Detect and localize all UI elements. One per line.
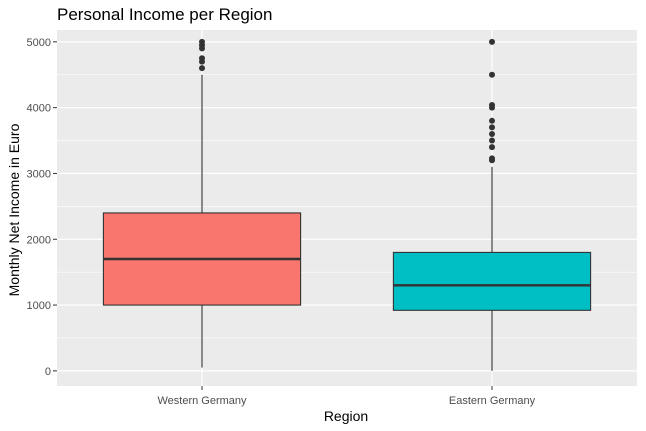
outlier-point	[489, 137, 495, 144]
outlier-point	[489, 117, 495, 124]
x-axis: Western Germany Eastern Germany	[157, 386, 536, 407]
y-tick-label: 2000	[27, 234, 51, 246]
box-western-germany	[102, 38, 302, 368]
y-axis: 0 1000 2000 3000 4000 5000	[27, 37, 57, 378]
outlier-point	[489, 130, 495, 137]
plot-panel	[57, 30, 637, 386]
boxes	[102, 38, 592, 371]
outlier-point	[489, 38, 495, 45]
y-tick-label: 4000	[27, 103, 51, 115]
x-axis-title: Region	[324, 408, 368, 424]
box-eastern-germany	[392, 38, 592, 371]
y-tick-label: 0	[45, 366, 51, 378]
outlier-point	[199, 65, 205, 72]
outlier-point	[199, 55, 205, 62]
outlier-point	[489, 144, 495, 151]
y-tick-label: 1000	[27, 300, 51, 312]
y-tick-label: 5000	[27, 37, 51, 49]
outlier-point	[489, 102, 495, 109]
iqr-box	[392, 251, 592, 311]
y-axis-title: Monthly Net Income in Euro	[6, 123, 22, 296]
outlier-point	[489, 71, 495, 78]
x-tick-label: Western Germany	[157, 395, 247, 407]
outlier-point	[489, 155, 495, 162]
outlier-point	[489, 124, 495, 131]
chart-title: Personal Income per Region	[57, 5, 272, 24]
y-tick-label: 3000	[27, 168, 51, 180]
outlier-point	[199, 38, 205, 45]
x-tick-label: Eastern Germany	[449, 395, 536, 407]
